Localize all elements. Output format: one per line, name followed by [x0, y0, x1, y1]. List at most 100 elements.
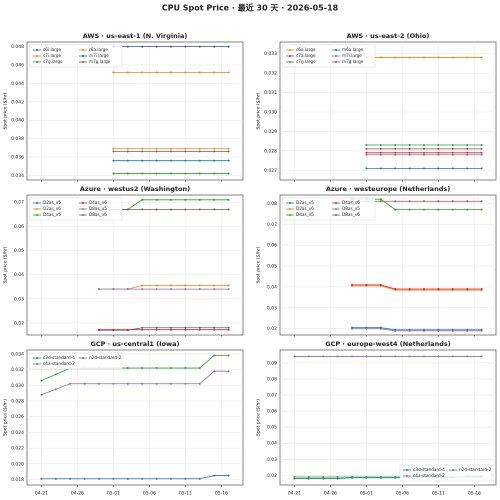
y-axis-label: Spot price ($/hr) [3, 399, 9, 436]
data-point [466, 355, 469, 358]
y-tick-label: 0.08 [267, 201, 277, 207]
data-point [437, 144, 440, 147]
data-point [141, 172, 144, 175]
data-point [451, 153, 454, 156]
y-tick-label: 0.031 [264, 90, 277, 96]
data-point [170, 326, 172, 329]
data-point [141, 367, 144, 370]
data-point [184, 159, 187, 162]
y-tick-label: 0.04 [14, 272, 24, 278]
data-point [408, 56, 411, 59]
data-point [365, 355, 368, 358]
data-point [351, 283, 353, 286]
data-point [170, 198, 172, 201]
data-point [379, 153, 382, 156]
data-point [155, 328, 158, 331]
data-point [198, 284, 201, 287]
data-point [365, 153, 368, 156]
data-point [126, 150, 129, 153]
data-point [213, 159, 216, 162]
data-point [141, 326, 144, 329]
data-point [394, 56, 397, 59]
data-point [394, 288, 397, 291]
data-point [480, 200, 483, 203]
data-point [466, 288, 469, 291]
legend-marker [289, 214, 291, 216]
data-point [408, 208, 411, 211]
data-point [423, 153, 425, 156]
data-point [394, 208, 397, 211]
legend-marker [82, 55, 84, 57]
data-point [394, 144, 397, 147]
data-point [184, 208, 187, 211]
data-point [155, 288, 158, 291]
data-point [141, 150, 144, 153]
y-tick-label: 0.046 [11, 63, 24, 69]
data-point [408, 355, 411, 358]
legend-label: c7i.large [43, 53, 61, 58]
data-point [437, 151, 440, 154]
legend-label: c4a-standard-2 [413, 473, 445, 478]
legend-marker [289, 202, 291, 204]
data-point [365, 147, 368, 150]
data-point [379, 151, 382, 154]
data-point [480, 355, 483, 358]
x-tick-label: 05-01 [107, 491, 120, 497]
y-tick-label: 0.018 [11, 477, 24, 483]
data-point [98, 288, 100, 291]
data-point [198, 477, 201, 480]
data-point [198, 147, 201, 150]
legend-marker [36, 49, 38, 51]
y-axis-label: Spot price ($/hr) [3, 246, 9, 283]
data-point [170, 147, 172, 150]
y-axis-label: Spot price ($/hr) [256, 399, 262, 436]
data-point [126, 477, 129, 480]
data-point [126, 382, 129, 385]
legend-marker [335, 208, 337, 210]
legend-label: m7g.large [89, 59, 111, 64]
data-point [141, 284, 144, 287]
y-axis-label: Spot price ($/hr) [256, 246, 262, 283]
y-tick-label: 0.04 [267, 441, 277, 447]
legend-label: D2as_v5 [43, 200, 61, 205]
data-point [198, 208, 201, 211]
plot-frame [26, 41, 244, 181]
data-point [293, 475, 296, 478]
legend-label: c6a.large [296, 47, 316, 52]
data-point [112, 172, 115, 175]
panel-title: GCP · us-central1 (Iowa) [91, 340, 180, 348]
legend-label: m6a.large [342, 47, 364, 52]
data-point [170, 172, 172, 175]
x-tick-label: 04-21 [35, 491, 48, 497]
data-point [466, 329, 469, 332]
legend-label: D4as_v5 [43, 212, 61, 217]
legend-marker [82, 357, 84, 359]
data-point [293, 477, 296, 480]
data-point [155, 198, 158, 201]
data-point [379, 475, 382, 478]
data-point [213, 354, 216, 357]
data-point [213, 326, 216, 329]
y-tick-label: 0.09 [267, 360, 277, 366]
x-tick-label: 04-26 [324, 491, 337, 497]
data-point [408, 329, 411, 332]
data-point [437, 147, 440, 150]
data-point [141, 382, 144, 385]
legend-marker [335, 55, 337, 57]
data-point [184, 326, 187, 329]
legend-marker [335, 61, 337, 63]
data-point [213, 284, 216, 287]
data-point [170, 477, 172, 480]
data-point [227, 370, 230, 373]
y-axis-label: Spot price ($/hr) [3, 92, 9, 129]
legend-label: r6a.large [89, 47, 108, 52]
data-point [365, 475, 368, 478]
y-tick-label: 0.02 [267, 473, 277, 479]
data-point [379, 327, 382, 330]
data-point [423, 355, 425, 358]
y-tick-label: 0.07 [267, 393, 277, 399]
data-point [69, 477, 72, 480]
data-point [227, 150, 230, 153]
plot-frame [279, 194, 497, 336]
data-point [155, 150, 158, 153]
